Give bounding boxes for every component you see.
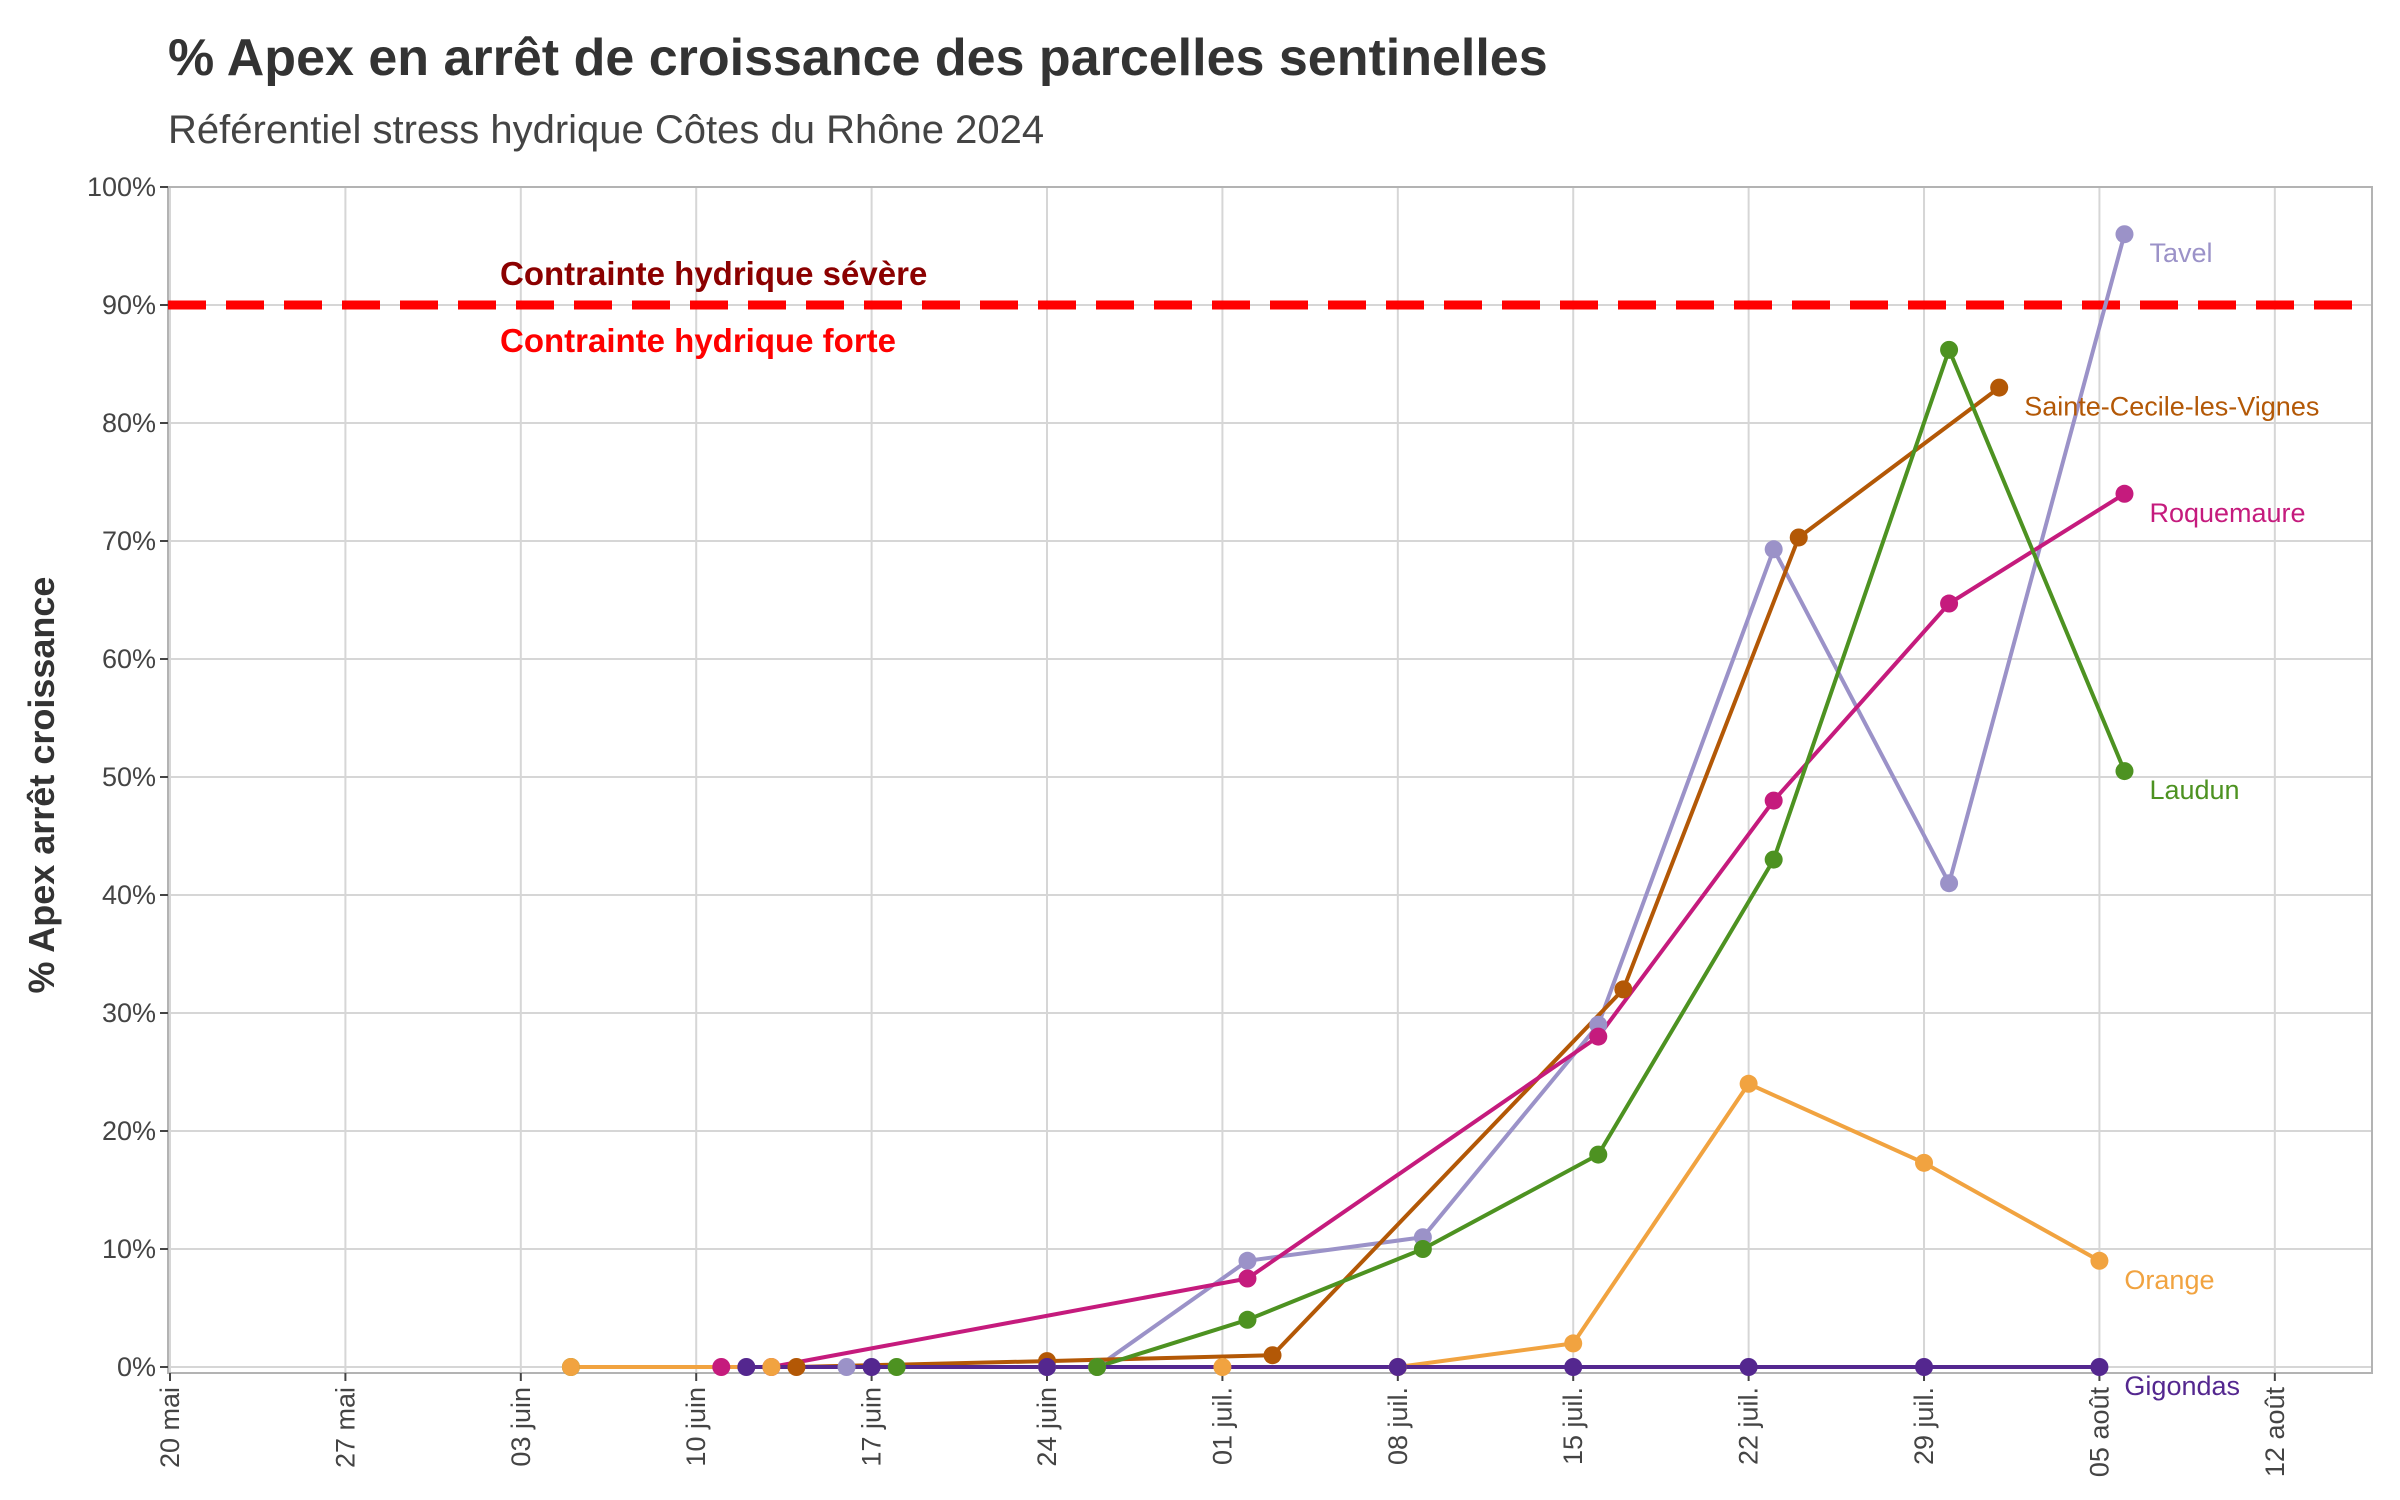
data-point-roquemaure (1764, 791, 1783, 810)
x-tick-label: 01 juil. (1207, 1387, 1237, 1465)
y-tick-label: 60% (102, 644, 156, 674)
data-point-gigondas (1388, 1358, 1407, 1376)
data-point-sainte-cecile-les-vignes (1990, 378, 2009, 397)
data-point-orange (1739, 1074, 1758, 1093)
data-point-gigondas (862, 1358, 881, 1376)
data-point-roquemaure (2115, 484, 2134, 503)
data-point-roquemaure (1238, 1269, 1257, 1288)
data-point-laudun (1088, 1358, 1107, 1376)
data-point-laudun (1413, 1240, 1432, 1258)
y-tick-label: 80% (102, 408, 156, 438)
threshold-label-strong: Contrainte hydrique forte (500, 322, 896, 359)
data-point-laudun (2115, 762, 2134, 781)
data-point-tavel (837, 1358, 856, 1376)
series-label-gigondas: Gigondas (2124, 1371, 2240, 1401)
data-point-laudun (1764, 850, 1783, 869)
y-tick-label: 100% (87, 172, 156, 202)
x-tick-label: 15 juil. (1558, 1387, 1588, 1465)
threshold-label-severe: Contrainte hydrique sévère (500, 255, 927, 292)
x-tick-label: 10 juin (681, 1387, 711, 1467)
series-label-tavel: Tavel (2149, 238, 2212, 268)
y-axis-title: % Apex arrêt croissance (21, 577, 62, 994)
plot-frame (167, 186, 2373, 1374)
data-point-roquemaure (712, 1358, 731, 1376)
data-point-tavel (2115, 225, 2134, 244)
x-tick-label: 22 juil. (1734, 1387, 1764, 1465)
x-tick-label: 12 août (2260, 1387, 2290, 1478)
data-point-laudun (1589, 1145, 1608, 1164)
x-tick-label: 08 juil. (1383, 1387, 1413, 1465)
data-point-gigondas (1564, 1358, 1583, 1376)
data-point-orange (2090, 1251, 2109, 1270)
series-label-laudun: Laudun (2149, 775, 2239, 805)
data-point-gigondas (1739, 1358, 1758, 1376)
series-label-sainte-cecile-les-vignes: Sainte-Cecile-les-Vignes (2024, 392, 2319, 422)
y-tick-label: 40% (102, 880, 156, 910)
data-point-sainte-cecile-les-vignes (1789, 528, 1808, 547)
data-point-orange (1213, 1358, 1232, 1376)
y-tick-label: 10% (102, 1234, 156, 1264)
data-point-orange (561, 1358, 580, 1376)
data-point-sainte-cecile-les-vignes (787, 1358, 806, 1376)
data-point-tavel (1238, 1251, 1257, 1270)
data-point-laudun (887, 1358, 906, 1376)
y-tick-label: 90% (102, 290, 156, 320)
x-tick-label: 24 juin (1032, 1387, 1062, 1467)
data-point-roquemaure (1589, 1027, 1608, 1046)
y-tick-label: 0% (117, 1352, 156, 1382)
plot-panel (168, 187, 2372, 1373)
chart-subtitle: Référentiel stress hydrique Côtes du Rhô… (168, 108, 1045, 152)
y-tick-label: 20% (102, 1116, 156, 1146)
data-point-orange (1915, 1153, 1934, 1172)
x-tick-label: 03 juin (506, 1387, 536, 1467)
x-tick-label: 20 mai (155, 1387, 185, 1468)
y-tick-label: 30% (102, 998, 156, 1028)
y-tick-label: 50% (102, 762, 156, 792)
data-point-roquemaure (1940, 594, 1959, 613)
data-point-orange (1564, 1334, 1583, 1353)
y-tick-label: 70% (102, 526, 156, 556)
data-point-orange (762, 1358, 781, 1376)
data-point-sainte-cecile-les-vignes (1614, 980, 1633, 999)
series-line-sainte-cecile-les-vignes (794, 385, 2002, 1369)
data-point-gigondas (2090, 1358, 2109, 1376)
x-tick-label: 17 juin (857, 1387, 887, 1467)
data-point-gigondas (1915, 1358, 1934, 1376)
chart-title: % Apex en arrêt de croissance des parcel… (168, 29, 1548, 87)
x-tick-label: 27 mai (330, 1387, 360, 1468)
series-label-roquemaure: Roquemaure (2149, 498, 2305, 528)
data-point-gigondas (1038, 1358, 1057, 1376)
data-point-sainte-cecile-les-vignes (1263, 1346, 1282, 1365)
series-label-orange: Orange (2124, 1265, 2214, 1295)
x-tick-label: 29 juil. (1909, 1387, 1939, 1465)
data-point-tavel (1764, 540, 1783, 559)
data-point-gigondas (737, 1358, 756, 1376)
data-point-laudun (1238, 1310, 1257, 1329)
x-tick-label: 05 août (2084, 1387, 2114, 1478)
data-point-tavel (1940, 874, 1959, 893)
data-point-laudun (1940, 340, 1959, 359)
